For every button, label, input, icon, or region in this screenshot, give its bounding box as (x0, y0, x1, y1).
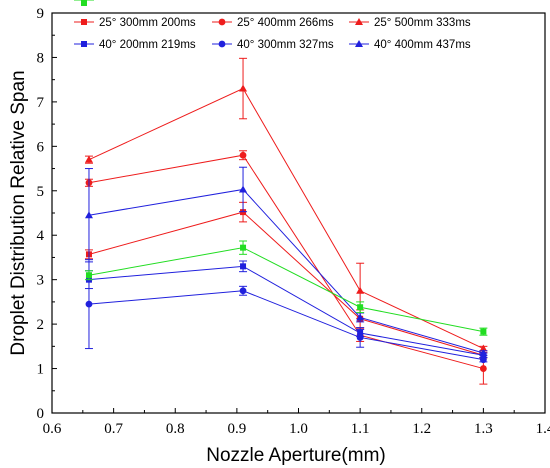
x-tick-label: 0.7 (104, 421, 123, 437)
legend-item: 25° 400mm 266ms (212, 17, 334, 29)
legend: 25° 300mm 200ms 25° 400mm 266ms 25° 500mm … (74, 0, 471, 51)
legend-label: 40° 200mm 219ms (99, 39, 196, 51)
legend-marker (81, 0, 87, 6)
data-point (240, 263, 247, 270)
x-tick-label: 1.1 (351, 421, 370, 437)
x-tick-label: 0.8 (166, 421, 185, 437)
data-point (356, 313, 365, 321)
series-line (88, 188, 484, 354)
x-tick-label: 1.4 (536, 421, 550, 437)
plot-area: 0.6 0.7 0.8 0.9 1.0 1.1 1.2 1.3 1.4 0 1 2 3 4 5 6 7 8 9 25°… (37, 0, 550, 437)
legend-item: 25° 300mm 200ms (74, 17, 196, 29)
y-tick-label: 4 (37, 228, 45, 244)
series-line (88, 265, 484, 356)
legend-marker (355, 18, 363, 25)
y-tick-label: 0 (37, 406, 45, 422)
legend-marker (81, 19, 87, 25)
data-point (84, 211, 93, 219)
y-tick-label: 2 (37, 317, 45, 333)
y-tick-label: 1 (37, 362, 45, 378)
series-line (88, 290, 484, 361)
y-tick-label: 7 (37, 95, 45, 111)
data-point (239, 84, 248, 92)
series-1 (84, 201, 488, 359)
series-line (88, 87, 484, 350)
y-axis-title: Droplet Distribution Relative Span (8, 70, 29, 355)
legend-item: 40° 300mm 327ms (212, 39, 334, 51)
y-tick-label: 5 (37, 184, 45, 200)
x-tick-label: 0.6 (43, 421, 62, 437)
series-line (88, 247, 484, 333)
series-6 (84, 166, 488, 356)
data-point (356, 334, 364, 341)
x-tick-label: 1.2 (412, 421, 431, 437)
legend-marker (218, 40, 226, 48)
legend-marker (355, 40, 363, 47)
x-tick-label: 0.9 (228, 421, 247, 437)
x-tick-label: 1.3 (474, 421, 493, 437)
data-point (479, 365, 487, 372)
legend-item: 25° 500mm 333ms (349, 17, 471, 29)
series-line (88, 211, 484, 356)
x-tick-label: 1.0 (289, 421, 308, 437)
legend-marker (218, 18, 226, 26)
data-point (85, 272, 92, 279)
legend-label: 40° 300mm 327ms (237, 39, 334, 51)
data-point (85, 300, 93, 308)
data-point (84, 155, 93, 163)
data-point (356, 286, 365, 294)
x-axis-title: Nozzle Aperture(mm) (206, 445, 386, 466)
legend-label: 25° 500mm 333ms (374, 17, 471, 29)
y-tick-label: 9 (37, 6, 45, 22)
y-tick-label: 8 (37, 50, 45, 66)
y-tick-label: 3 (37, 273, 45, 289)
data-point (357, 304, 364, 311)
legend-item: 40° 200mm 219ms (74, 39, 196, 51)
data-point (239, 185, 248, 193)
legend-label: 25° 300mm 200ms (99, 17, 196, 29)
data-point (479, 349, 488, 356)
series-4 (84, 260, 488, 359)
y-tick-label: 6 (37, 139, 45, 155)
series-7 (84, 240, 488, 336)
legend-label: 25° 400mm 266ms (237, 17, 334, 29)
legend-label: 50° 200mm 278ms (99, 0, 196, 3)
data-point (479, 344, 488, 352)
series-line (88, 154, 484, 370)
legend-label: 40° 400mm 437ms (374, 39, 471, 51)
data-point (239, 287, 247, 295)
data-point (240, 244, 247, 251)
data-point (479, 356, 487, 364)
legend-marker (81, 41, 87, 47)
legend-item: 40° 400mm 437ms (349, 39, 471, 51)
data-point (480, 328, 487, 335)
data-point (239, 151, 247, 159)
legend-item: 50° 200mm 278ms (74, 0, 196, 6)
